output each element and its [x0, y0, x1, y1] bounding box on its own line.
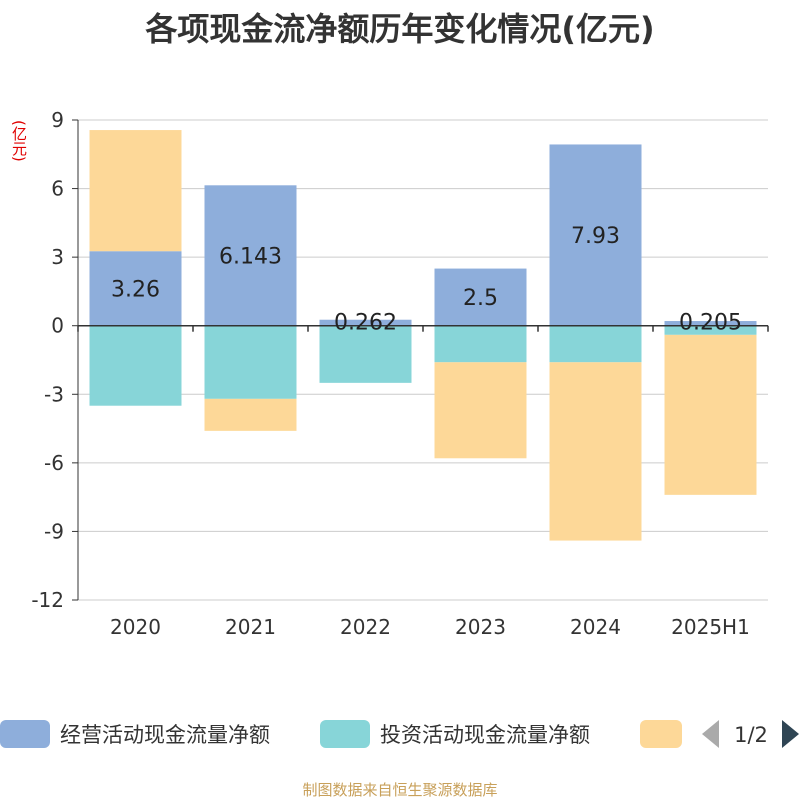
y-tick-label: 3 [51, 245, 64, 269]
bar-series-1-2024 [549, 325, 642, 363]
y-tick-label: 9 [51, 108, 64, 132]
bar-series-1-2021 [204, 325, 297, 399]
bars [89, 130, 757, 541]
bar-series-1-2025H1 [664, 325, 757, 335]
data-labels: 3.26 6.143 0.262 2.5 7.93 0.205 [111, 224, 742, 336]
bar-series-1-2020 [89, 325, 182, 406]
legend-page-indicator: 1/2 [734, 723, 768, 747]
bar-series-0-2020 [89, 251, 182, 326]
x-tick-label: 2025H1 [671, 615, 750, 639]
bar-series-2-2024 [549, 362, 642, 541]
x-tick-label: 2021 [225, 615, 276, 639]
x-tick-label: 2023 [455, 615, 506, 639]
data-label: 0.205 [679, 311, 742, 336]
legend-swatch [320, 720, 370, 748]
y-tick-label: -3 [44, 382, 64, 406]
data-label: 3.26 [111, 277, 160, 302]
source-note: 制图数据来自恒生聚源数据库 [302, 781, 498, 799]
bar-series-1-2022 [319, 325, 412, 383]
legend-item-0[interactable]: 经营活动现金流量净额 [0, 720, 270, 748]
triangle-left-icon[interactable] [702, 720, 719, 748]
bar-series-2-2020 [89, 130, 182, 252]
legend-item-1[interactable]: 投资活动现金流量净额 [320, 720, 590, 748]
y-axis-unit-label: (亿元) [10, 120, 28, 162]
y-tick-label: 6 [51, 177, 64, 201]
bar-series-0-2023 [434, 268, 527, 326]
y-tick-label: -6 [44, 451, 64, 475]
legend-label: 投资活动现金流量净额 [380, 723, 590, 747]
data-label: 6.143 [219, 245, 282, 270]
x-tick-label: 2020 [110, 615, 161, 639]
y-tick-label: -9 [44, 519, 64, 543]
data-label: 0.262 [334, 311, 397, 336]
x-tick-label: 2022 [340, 615, 391, 639]
axes: 9 6 3 0 -3 -6 -9 -12 2020 2021 2022 2023 2024 2025H1 [31, 108, 769, 639]
x-tick-label: 2024 [570, 615, 621, 639]
bar-series-0-2022 [319, 319, 412, 326]
bar-series-0-2024 [549, 144, 642, 326]
bar-series-1-2023 [434, 325, 527, 363]
y-tick-label: -12 [31, 588, 64, 612]
grid-lines [78, 119, 768, 601]
bar-series-2-2025H1 [664, 334, 757, 495]
y-tick-label: 0 [51, 314, 64, 338]
bar-series-2-2023 [434, 362, 527, 459]
triangle-right-icon[interactable] [782, 720, 799, 748]
legend-label: 经营活动现金流量净额 [60, 723, 270, 747]
chart-title: 各项现金流净额历年变化情况(亿元) [145, 10, 655, 48]
bar-series-2-2021 [204, 398, 297, 431]
data-label: 2.5 [463, 286, 498, 311]
legend-swatch [0, 720, 50, 748]
legend-item-2[interactable] [640, 720, 682, 748]
legend-swatch [640, 720, 682, 748]
data-label: 7.93 [571, 224, 620, 249]
bar-series-0-2025H1 [664, 321, 757, 326]
bar-series-0-2021 [204, 185, 297, 326]
legend: 经营活动现金流量净额 投资活动现金流量净额 1/2 [0, 720, 799, 748]
